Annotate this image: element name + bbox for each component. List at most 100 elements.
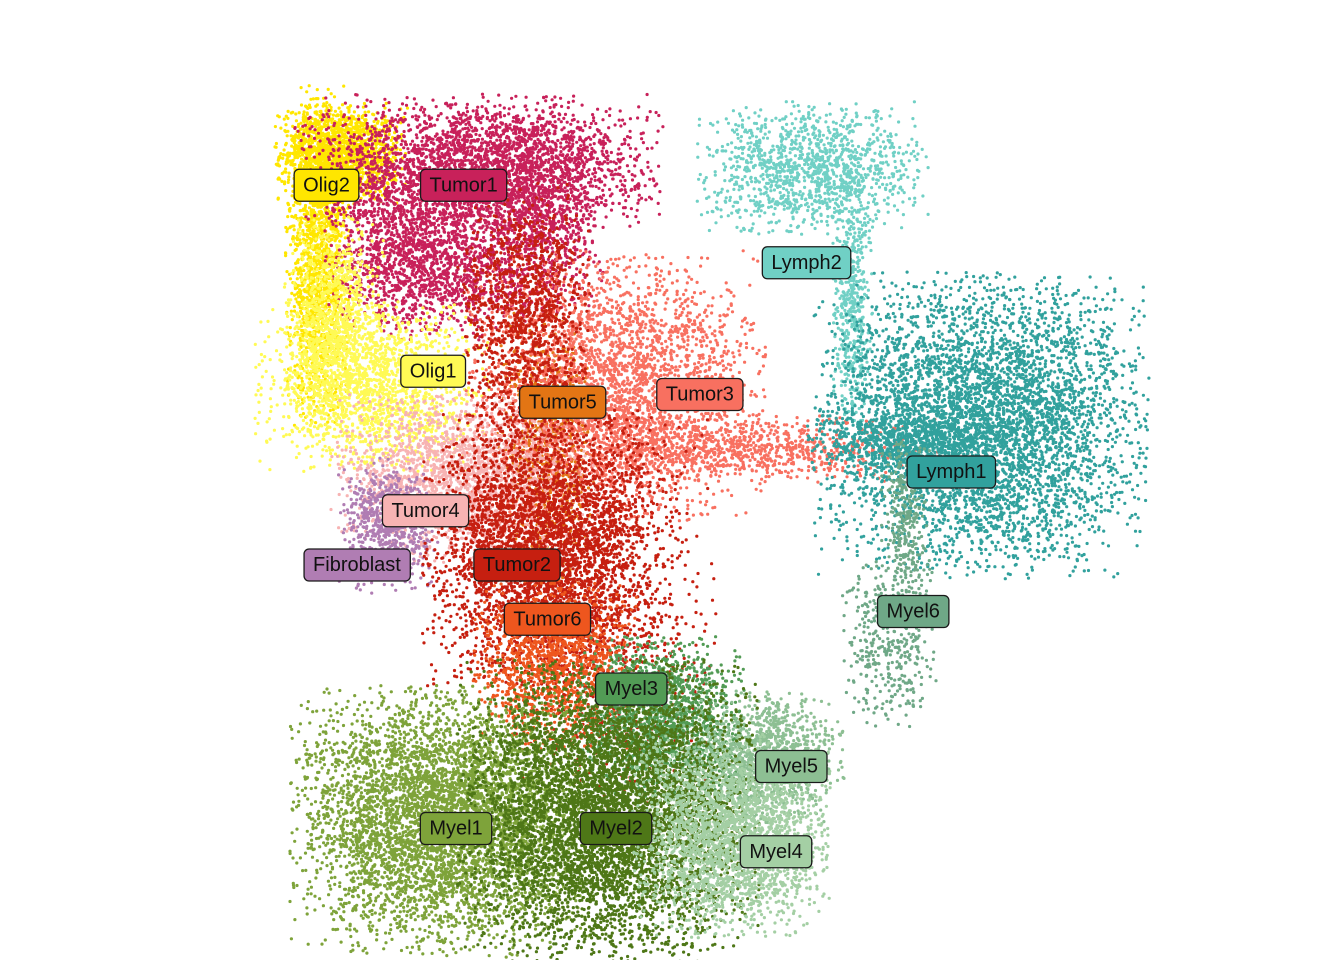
cell-point [643, 184, 647, 188]
cell-point [290, 162, 294, 166]
cell-point [344, 119, 348, 123]
cell-point [346, 298, 350, 302]
cell-point [421, 110, 426, 114]
cell-point [342, 210, 346, 214]
cell-point [619, 158, 623, 162]
cell-point [403, 140, 407, 144]
cell-point [462, 156, 466, 160]
cell-point [366, 150, 370, 154]
cell-point [305, 90, 309, 94]
cell-point [522, 158, 526, 162]
cell-point [641, 141, 646, 145]
cell-point [469, 139, 473, 143]
cell-point [560, 104, 564, 108]
cell-point [341, 124, 345, 128]
cell-point [315, 202, 319, 206]
cell-point [359, 186, 363, 190]
cell-point [280, 171, 284, 176]
cell-point [661, 125, 665, 129]
cell-point [387, 101, 391, 105]
cell-point [653, 184, 657, 188]
cell-point [517, 143, 521, 147]
cell-point [382, 104, 386, 108]
cell-point [305, 112, 309, 116]
cell-point [597, 186, 601, 190]
cell-point [398, 166, 402, 170]
cell-point [355, 93, 359, 97]
cell-point [552, 114, 557, 118]
cell-point [367, 110, 371, 114]
cell-point [383, 156, 387, 160]
cell-point [329, 227, 333, 231]
cell-point [449, 106, 453, 110]
cell-point [622, 212, 626, 216]
cell-point [383, 168, 387, 173]
cell-point [312, 136, 317, 140]
cell-point [299, 209, 303, 213]
cell-point [498, 125, 502, 129]
cell-point [593, 133, 597, 137]
cell-point [407, 123, 411, 127]
cell-point [649, 169, 653, 173]
cell-point [396, 120, 400, 124]
cell-point [479, 149, 483, 153]
cell-point [646, 160, 650, 164]
cell-point [383, 97, 387, 101]
cell-point [318, 205, 323, 209]
cell-point [545, 146, 549, 151]
cell-point [568, 147, 572, 151]
cell-point [621, 193, 625, 197]
cell-point [437, 217, 441, 221]
cell-point [457, 113, 461, 117]
cell-point [352, 142, 356, 146]
cell-point [294, 119, 298, 123]
cell-point [399, 180, 403, 184]
cell-point [293, 126, 297, 130]
cell-point [284, 167, 288, 171]
cell-point [444, 160, 448, 164]
cell-point [311, 122, 315, 126]
cell-point [331, 147, 335, 152]
cell-point [613, 123, 617, 127]
cell-point [303, 203, 308, 208]
cell-point [524, 104, 528, 108]
cell-point [607, 126, 611, 130]
cell-point [327, 109, 331, 113]
cell-point [362, 101, 366, 106]
cell-point [322, 156, 326, 160]
cell-point [401, 173, 405, 177]
cell-point [508, 152, 512, 156]
cell-point [341, 138, 346, 142]
cell-point [578, 135, 582, 139]
cell-point [374, 146, 378, 150]
cell-point [536, 171, 541, 176]
cell-point [291, 151, 295, 156]
cell-point [542, 95, 546, 99]
cell-point [416, 144, 420, 148]
cell-point [376, 111, 380, 115]
cell-point [622, 184, 627, 188]
cell-point [409, 142, 413, 146]
cell-point [387, 132, 391, 136]
cell-point [337, 151, 341, 155]
cell-point [338, 161, 342, 165]
cell-point [378, 139, 382, 143]
cell-point [451, 96, 455, 100]
cell-point [480, 158, 484, 162]
cell-point [634, 215, 638, 219]
cell-point [309, 145, 313, 149]
cell-point [394, 127, 398, 132]
cell-point [562, 180, 566, 184]
cell-point [605, 150, 609, 155]
cell-point [382, 114, 386, 118]
cell-point [512, 105, 516, 109]
cell-point [376, 193, 380, 197]
cell-point [593, 150, 597, 154]
cell-point [377, 169, 381, 173]
cell-point [565, 144, 569, 148]
cell-point [302, 288, 306, 292]
cell-point [342, 84, 346, 88]
cell-point [381, 174, 385, 178]
cell-point [277, 164, 282, 168]
cell-point [547, 160, 551, 164]
